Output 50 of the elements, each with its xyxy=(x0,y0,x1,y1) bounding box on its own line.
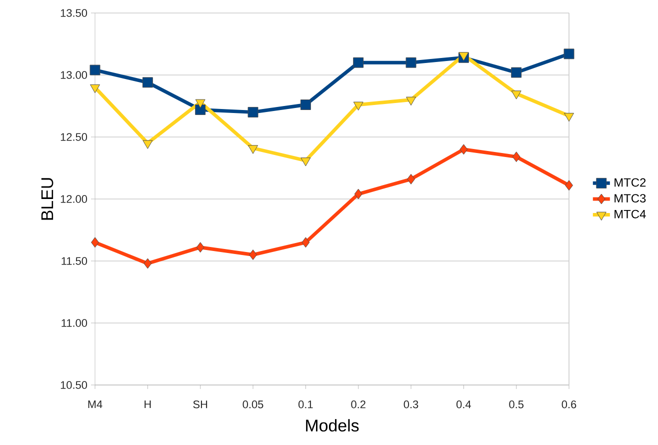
point xyxy=(144,258,152,269)
point xyxy=(195,99,206,108)
y-tick-label: 11.50 xyxy=(62,257,88,265)
point xyxy=(300,100,311,110)
point xyxy=(353,57,364,68)
point xyxy=(564,48,574,60)
legend-label: MTC3 xyxy=(614,194,646,203)
point xyxy=(90,84,100,94)
y-tick-label: 13.00 xyxy=(60,71,88,79)
x-tick-label: 0.2 xyxy=(351,400,366,408)
point xyxy=(142,140,153,149)
x-axis-title: Models xyxy=(306,419,359,432)
point xyxy=(511,90,522,100)
point xyxy=(196,242,204,253)
x-tick-label: 0.05 xyxy=(242,400,264,408)
point xyxy=(195,104,206,115)
y-tick-label: 11.00 xyxy=(62,319,88,327)
point xyxy=(248,145,258,154)
point xyxy=(302,237,310,248)
point xyxy=(511,67,522,78)
point xyxy=(407,174,415,184)
point xyxy=(564,112,574,122)
x-tick-label: H xyxy=(144,400,151,408)
x-tick-label: 0.4 xyxy=(456,400,471,408)
point xyxy=(300,158,311,166)
x-tick-label: 0.3 xyxy=(404,400,418,408)
x-tick-label: 0.5 xyxy=(509,400,524,408)
y-axis-title: BLEU xyxy=(41,178,54,220)
point xyxy=(512,152,520,162)
point xyxy=(142,77,153,88)
point xyxy=(249,250,257,260)
point xyxy=(91,237,99,248)
point xyxy=(90,64,100,76)
y-tick-label: 10.50 xyxy=(60,381,88,389)
legend-label: MTC2 xyxy=(614,178,646,187)
y-tick-label: 12.00 xyxy=(60,195,88,203)
y-tick-label: 12.50 xyxy=(60,133,88,141)
point xyxy=(460,144,468,155)
point xyxy=(565,180,573,191)
point xyxy=(354,188,362,200)
x-tick-label: 0.6 xyxy=(562,400,576,408)
x-tick-label: M4 xyxy=(88,400,102,408)
x-tick-label: SH xyxy=(193,400,208,408)
point xyxy=(406,96,416,106)
legend-label: MTC4 xyxy=(614,210,646,218)
y-tick-label: 13.50 xyxy=(60,9,88,17)
point xyxy=(406,57,416,68)
point xyxy=(353,102,364,110)
point xyxy=(248,106,258,118)
x-tick-label: 0.1 xyxy=(298,400,313,408)
